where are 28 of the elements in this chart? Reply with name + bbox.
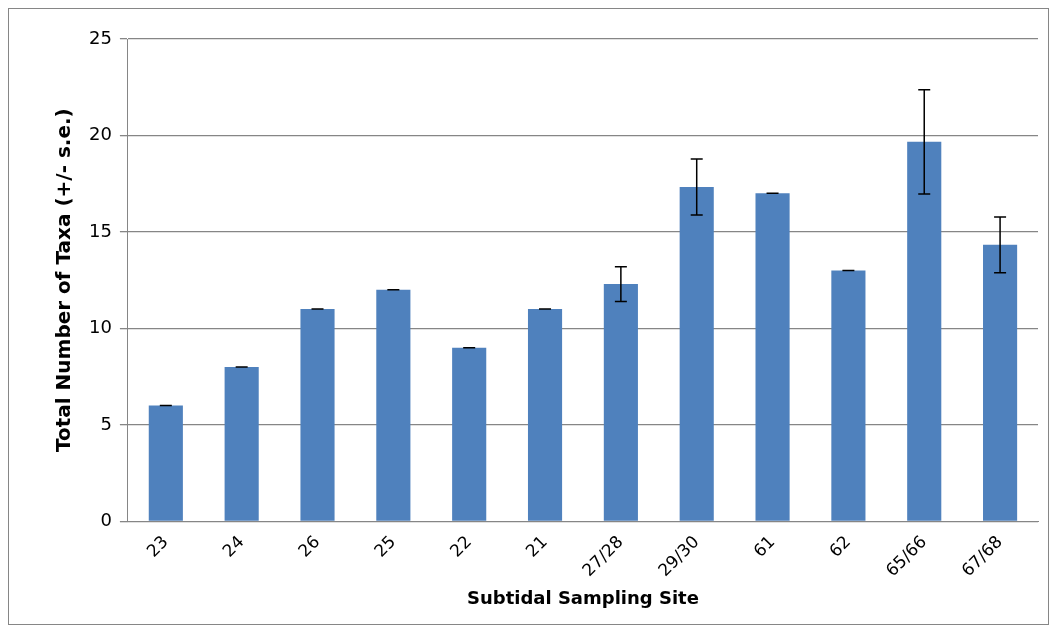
x-tick-label: 26 (294, 531, 324, 561)
bar (224, 366, 259, 521)
y-tick-label: 25 (89, 26, 112, 48)
bar (148, 405, 183, 521)
x-tick-label: 61 (749, 531, 779, 561)
y-tick-label: 15 (89, 219, 112, 241)
bar (907, 141, 942, 521)
x-tick-label: 21 (521, 531, 551, 561)
x-tick-label: 25 (369, 531, 400, 561)
bar (452, 347, 487, 521)
x-tick-label: 22 (445, 531, 476, 561)
bar (300, 309, 335, 521)
bar (603, 284, 638, 521)
y-tick-label: 20 (89, 123, 112, 145)
x-tick-label: 24 (218, 531, 248, 561)
bar (376, 289, 411, 521)
x-axis-title: Subtidal Sampling Site (466, 586, 699, 608)
x-tick-label: 62 (824, 531, 855, 561)
bar (527, 309, 563, 521)
bar (983, 244, 1018, 521)
bar (679, 186, 714, 521)
x-tick-label: 23 (142, 531, 172, 561)
y-tick-label: 10 (89, 316, 112, 338)
y-tick-label: 0 (100, 509, 112, 530)
y-axis-title: Total Number of Taxa (+/- s.e.) (51, 108, 76, 453)
bar (755, 193, 790, 521)
y-tick-label: 5 (100, 412, 112, 434)
bar (831, 270, 866, 521)
